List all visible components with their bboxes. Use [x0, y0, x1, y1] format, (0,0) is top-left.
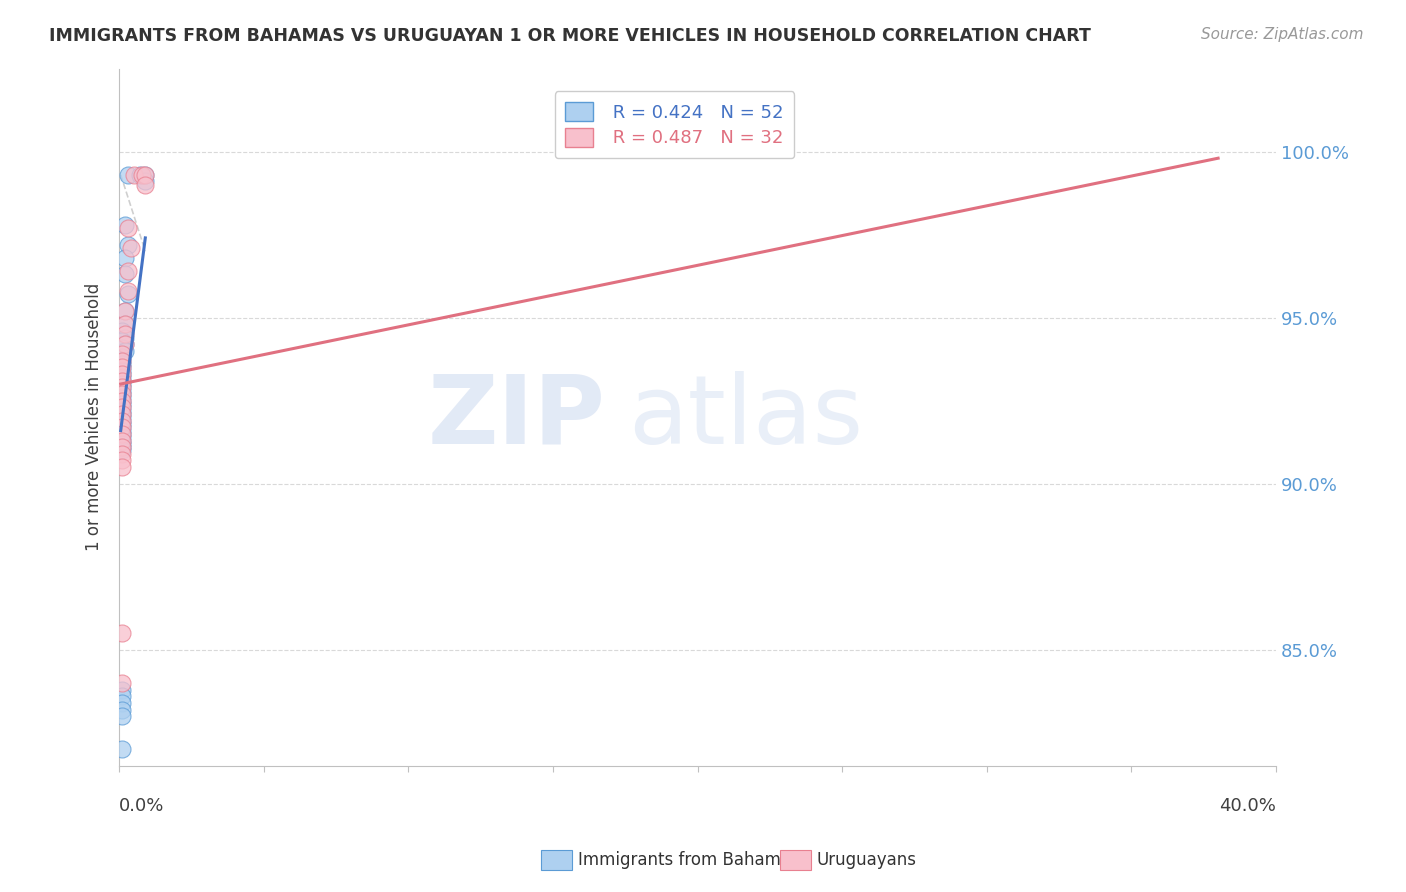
Point: [111, 393, 134, 408]
Point: [111, 437, 134, 451]
Point: [134, 178, 156, 192]
Point: [111, 360, 134, 375]
Y-axis label: 1 or more Vehicles in Household: 1 or more Vehicles in Household: [86, 283, 103, 551]
Point: [114, 218, 136, 232]
Point: [111, 324, 134, 338]
Point: [111, 426, 134, 441]
Point: [111, 364, 134, 378]
Point: [111, 384, 134, 398]
Point: [111, 407, 134, 421]
Point: [111, 440, 134, 454]
Point: [111, 380, 134, 394]
Point: [114, 337, 136, 351]
Point: [111, 426, 134, 441]
Point: [111, 626, 134, 640]
Point: [131, 168, 153, 182]
Point: [111, 414, 134, 428]
Point: [111, 709, 134, 723]
Point: [111, 367, 134, 381]
Point: [134, 168, 156, 182]
Point: [111, 434, 134, 448]
Point: [111, 702, 134, 716]
Point: [111, 682, 134, 697]
Point: [111, 690, 134, 704]
Point: [111, 390, 134, 404]
Point: [111, 424, 134, 438]
Point: [117, 284, 139, 298]
Point: [111, 676, 134, 690]
Text: atlas: atlas: [628, 371, 863, 464]
Point: [111, 742, 134, 756]
Point: [111, 380, 134, 394]
Point: [114, 327, 136, 342]
Point: [114, 304, 136, 318]
Point: [117, 168, 139, 182]
Point: [111, 341, 134, 355]
Point: [111, 434, 134, 448]
Point: [120, 241, 142, 255]
Point: [111, 447, 134, 461]
Point: [122, 168, 145, 182]
Point: [111, 353, 134, 368]
Point: [134, 174, 156, 188]
Point: [114, 251, 136, 265]
Point: [111, 370, 134, 384]
Point: [111, 440, 134, 454]
Point: [114, 318, 136, 332]
Text: Source: ZipAtlas.com: Source: ZipAtlas.com: [1201, 27, 1364, 42]
Point: [111, 453, 134, 467]
Point: [134, 168, 156, 182]
Point: [111, 407, 134, 421]
Point: [114, 268, 136, 282]
Point: [111, 414, 134, 428]
Point: [117, 237, 139, 252]
Text: ZIP: ZIP: [427, 371, 605, 464]
Point: [117, 264, 139, 278]
Point: [111, 443, 134, 458]
Point: [111, 367, 134, 381]
Point: [111, 401, 134, 415]
Point: [111, 420, 134, 434]
Point: [111, 397, 134, 411]
Point: [111, 334, 134, 348]
Point: [111, 401, 134, 415]
Point: [111, 357, 134, 371]
Point: [111, 351, 134, 365]
Point: [114, 343, 136, 358]
Legend:  R = 0.424   N = 52,  R = 0.487   N = 32: R = 0.424 N = 52, R = 0.487 N = 32: [554, 92, 794, 158]
Point: [111, 420, 134, 434]
Point: [111, 374, 134, 388]
Text: 0.0%: 0.0%: [120, 797, 165, 814]
Point: [111, 696, 134, 710]
Point: [114, 318, 136, 332]
Point: [117, 287, 139, 301]
Point: [114, 330, 136, 344]
Text: 40.0%: 40.0%: [1219, 797, 1277, 814]
Point: [114, 337, 136, 351]
Text: Uruguayans: Uruguayans: [817, 851, 917, 869]
Point: [111, 377, 134, 392]
Point: [111, 387, 134, 401]
Text: IMMIGRANTS FROM BAHAMAS VS URUGUAYAN 1 OR MORE VEHICLES IN HOUSEHOLD CORRELATION: IMMIGRANTS FROM BAHAMAS VS URUGUAYAN 1 O…: [49, 27, 1091, 45]
Point: [111, 360, 134, 375]
Point: [117, 221, 139, 235]
Point: [111, 403, 134, 417]
Point: [111, 393, 134, 408]
Point: [111, 410, 134, 425]
Point: [128, 168, 150, 182]
Text: Immigrants from Bahamas: Immigrants from Bahamas: [578, 851, 800, 869]
Point: [111, 353, 134, 368]
Point: [111, 460, 134, 475]
Point: [111, 417, 134, 431]
Point: [111, 374, 134, 388]
Point: [114, 304, 136, 318]
Point: [111, 387, 134, 401]
Point: [111, 430, 134, 444]
Point: [111, 347, 134, 361]
